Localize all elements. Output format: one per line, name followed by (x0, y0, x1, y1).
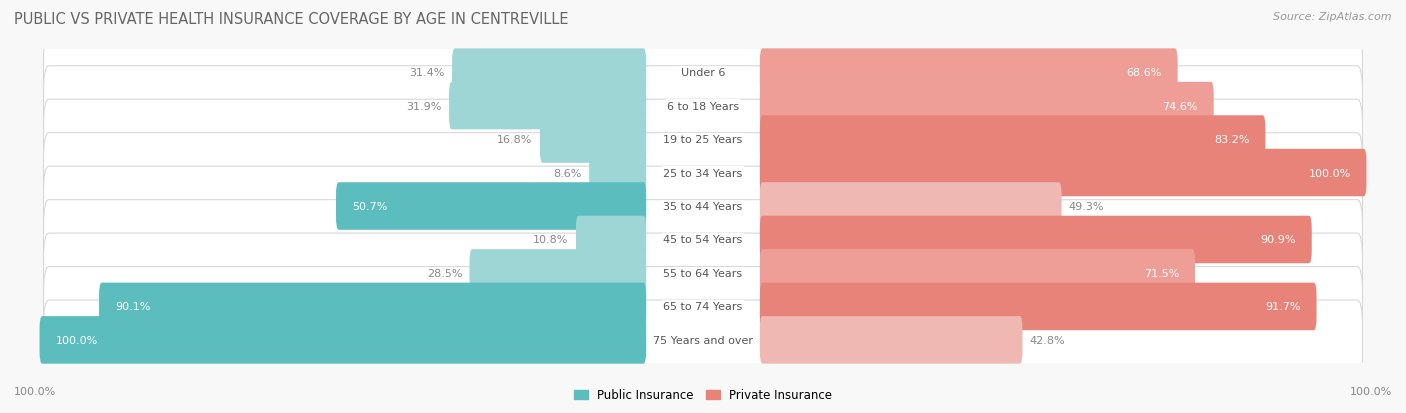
Text: 10.8%: 10.8% (533, 235, 568, 245)
Text: 28.5%: 28.5% (427, 268, 463, 278)
Text: 100.0%: 100.0% (14, 387, 56, 396)
FancyBboxPatch shape (44, 167, 1362, 246)
Text: 31.4%: 31.4% (409, 68, 444, 78)
Text: 45 to 54 Years: 45 to 54 Years (664, 235, 742, 245)
FancyBboxPatch shape (336, 183, 647, 230)
FancyBboxPatch shape (759, 283, 1316, 330)
Text: Under 6: Under 6 (681, 68, 725, 78)
FancyBboxPatch shape (470, 249, 647, 297)
Text: 71.5%: 71.5% (1144, 268, 1180, 278)
Text: 74.6%: 74.6% (1163, 101, 1198, 112)
Text: 35 to 44 Years: 35 to 44 Years (664, 202, 742, 211)
Legend: Public Insurance, Private Insurance: Public Insurance, Private Insurance (574, 389, 832, 401)
FancyBboxPatch shape (759, 216, 1312, 263)
FancyBboxPatch shape (449, 83, 647, 130)
FancyBboxPatch shape (759, 249, 1195, 297)
Text: 90.9%: 90.9% (1260, 235, 1296, 245)
Text: 65 to 74 Years: 65 to 74 Years (664, 301, 742, 312)
FancyBboxPatch shape (576, 216, 647, 263)
Text: 6 to 18 Years: 6 to 18 Years (666, 101, 740, 112)
FancyBboxPatch shape (44, 267, 1362, 347)
Text: 100.0%: 100.0% (1309, 168, 1351, 178)
Text: 91.7%: 91.7% (1265, 301, 1301, 312)
Text: 83.2%: 83.2% (1213, 135, 1250, 145)
Text: 100.0%: 100.0% (55, 335, 97, 345)
FancyBboxPatch shape (98, 283, 647, 330)
FancyBboxPatch shape (44, 33, 1362, 113)
Text: 8.6%: 8.6% (554, 168, 582, 178)
FancyBboxPatch shape (44, 66, 1362, 146)
FancyBboxPatch shape (589, 150, 647, 197)
FancyBboxPatch shape (759, 116, 1265, 164)
Text: 68.6%: 68.6% (1126, 68, 1161, 78)
Text: 42.8%: 42.8% (1029, 335, 1066, 345)
FancyBboxPatch shape (44, 233, 1362, 313)
Text: 16.8%: 16.8% (498, 135, 533, 145)
Text: Source: ZipAtlas.com: Source: ZipAtlas.com (1274, 12, 1392, 22)
FancyBboxPatch shape (39, 316, 647, 364)
FancyBboxPatch shape (44, 300, 1362, 380)
FancyBboxPatch shape (44, 200, 1362, 280)
Text: 25 to 34 Years: 25 to 34 Years (664, 168, 742, 178)
FancyBboxPatch shape (759, 150, 1367, 197)
FancyBboxPatch shape (540, 116, 647, 164)
Text: 100.0%: 100.0% (1350, 387, 1392, 396)
FancyBboxPatch shape (759, 316, 1022, 364)
Text: 55 to 64 Years: 55 to 64 Years (664, 268, 742, 278)
FancyBboxPatch shape (453, 49, 647, 97)
FancyBboxPatch shape (44, 133, 1362, 213)
Text: 19 to 25 Years: 19 to 25 Years (664, 135, 742, 145)
FancyBboxPatch shape (759, 183, 1062, 230)
FancyBboxPatch shape (759, 83, 1213, 130)
Text: 49.3%: 49.3% (1069, 202, 1104, 211)
Text: 31.9%: 31.9% (406, 101, 441, 112)
Text: PUBLIC VS PRIVATE HEALTH INSURANCE COVERAGE BY AGE IN CENTREVILLE: PUBLIC VS PRIVATE HEALTH INSURANCE COVER… (14, 12, 568, 27)
Text: 50.7%: 50.7% (352, 202, 387, 211)
FancyBboxPatch shape (759, 49, 1178, 97)
Text: 75 Years and over: 75 Years and over (652, 335, 754, 345)
FancyBboxPatch shape (44, 100, 1362, 180)
Text: 90.1%: 90.1% (115, 301, 150, 312)
